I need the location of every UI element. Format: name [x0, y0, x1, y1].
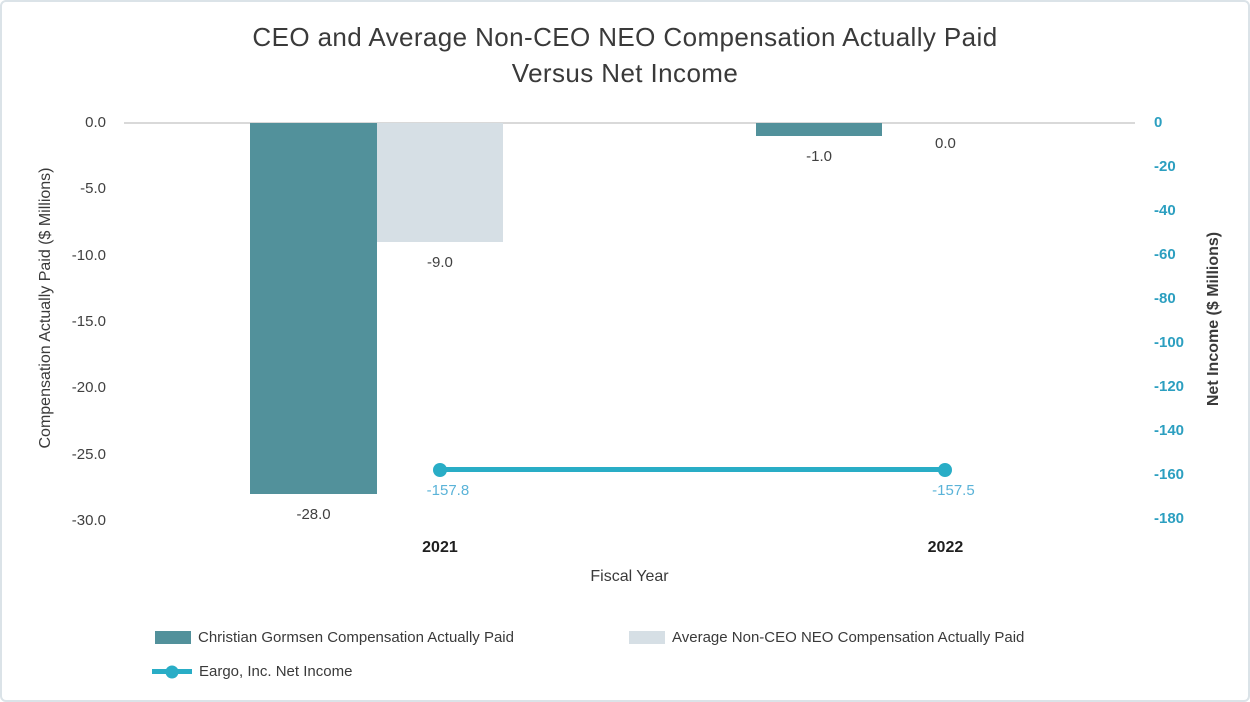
- right-axis-tick: -20: [1154, 158, 1176, 175]
- bar-data-label: -9.0: [427, 254, 453, 272]
- bar-data-label: 0.0: [935, 135, 956, 152]
- bar-data-label: -1.0: [806, 148, 832, 166]
- x-category-label: 2022: [927, 539, 964, 556]
- bar-2021-neo: [376, 123, 504, 243]
- legend-label-ceo: Christian Gormsen Compensation Actually …: [198, 629, 514, 646]
- left-axis-tick: -10.0: [71, 246, 106, 264]
- bar-2022-ceo: [755, 123, 883, 137]
- bar-2021-ceo: [250, 123, 377, 495]
- legend-item-neo: Average Non-CEO NEO Compensation Actuall…: [629, 629, 1024, 646]
- left-axis-tick: -5.0: [80, 180, 106, 198]
- left-axis-tick: -30.0: [71, 512, 106, 529]
- right-axis-tick: 0: [1154, 114, 1163, 131]
- legend-swatch-neo: [629, 631, 665, 644]
- right-axis-tick: -80: [1154, 290, 1176, 307]
- legend-label-net-income: Eargo, Inc. Net Income: [199, 663, 353, 680]
- right-axis-tick: -180: [1154, 510, 1185, 527]
- chart-title: CEO and Average Non-CEO NEO Compensation…: [2, 19, 1248, 91]
- right-axis-tick: -60: [1154, 246, 1176, 263]
- chart-title-line2: Versus Net Income: [511, 58, 739, 88]
- right-axis-tick: -100: [1154, 334, 1185, 351]
- right-axis-title: Net Income ($ Millions): [1205, 231, 1222, 407]
- legend-line-marker: [152, 665, 192, 678]
- line-segment: [439, 467, 946, 473]
- left-axis-tick: -20.0: [71, 379, 106, 397]
- zero-gridline: [124, 122, 1135, 124]
- legend-item-ceo: Christian Gormsen Compensation Actually …: [155, 629, 514, 646]
- legend-swatch-ceo: [155, 631, 191, 644]
- legend-item-net-income: Eargo, Inc. Net Income: [152, 663, 352, 680]
- left-axis-tick: -25.0: [71, 445, 106, 463]
- bar-data-label: -28.0: [296, 506, 331, 524]
- left-axis-tick: 0.0: [85, 114, 106, 131]
- right-axis-tick: -160: [1154, 466, 1185, 483]
- right-axis-tick: -120: [1154, 378, 1185, 395]
- line-point: [938, 462, 953, 477]
- line-point-label: -157.8: [426, 482, 470, 500]
- x-category-label: 2021: [422, 539, 458, 556]
- right-axis-tick: -140: [1154, 422, 1185, 439]
- line-point: [432, 463, 447, 478]
- legend-label-neo: Average Non-CEO NEO Compensation Actuall…: [672, 629, 1025, 646]
- x-axis-title: Fiscal Year: [590, 568, 669, 585]
- left-axis-title: Compensation Actually Paid ($ Millions): [37, 167, 54, 449]
- line-point-label: -157.5: [932, 481, 975, 499]
- left-axis-tick: -15.0: [71, 313, 106, 330]
- legend-line-dot-icon: [165, 665, 179, 678]
- chart-title-line1: CEO and Average Non-CEO NEO Compensation…: [252, 22, 998, 52]
- right-axis-tick: -40: [1154, 202, 1176, 219]
